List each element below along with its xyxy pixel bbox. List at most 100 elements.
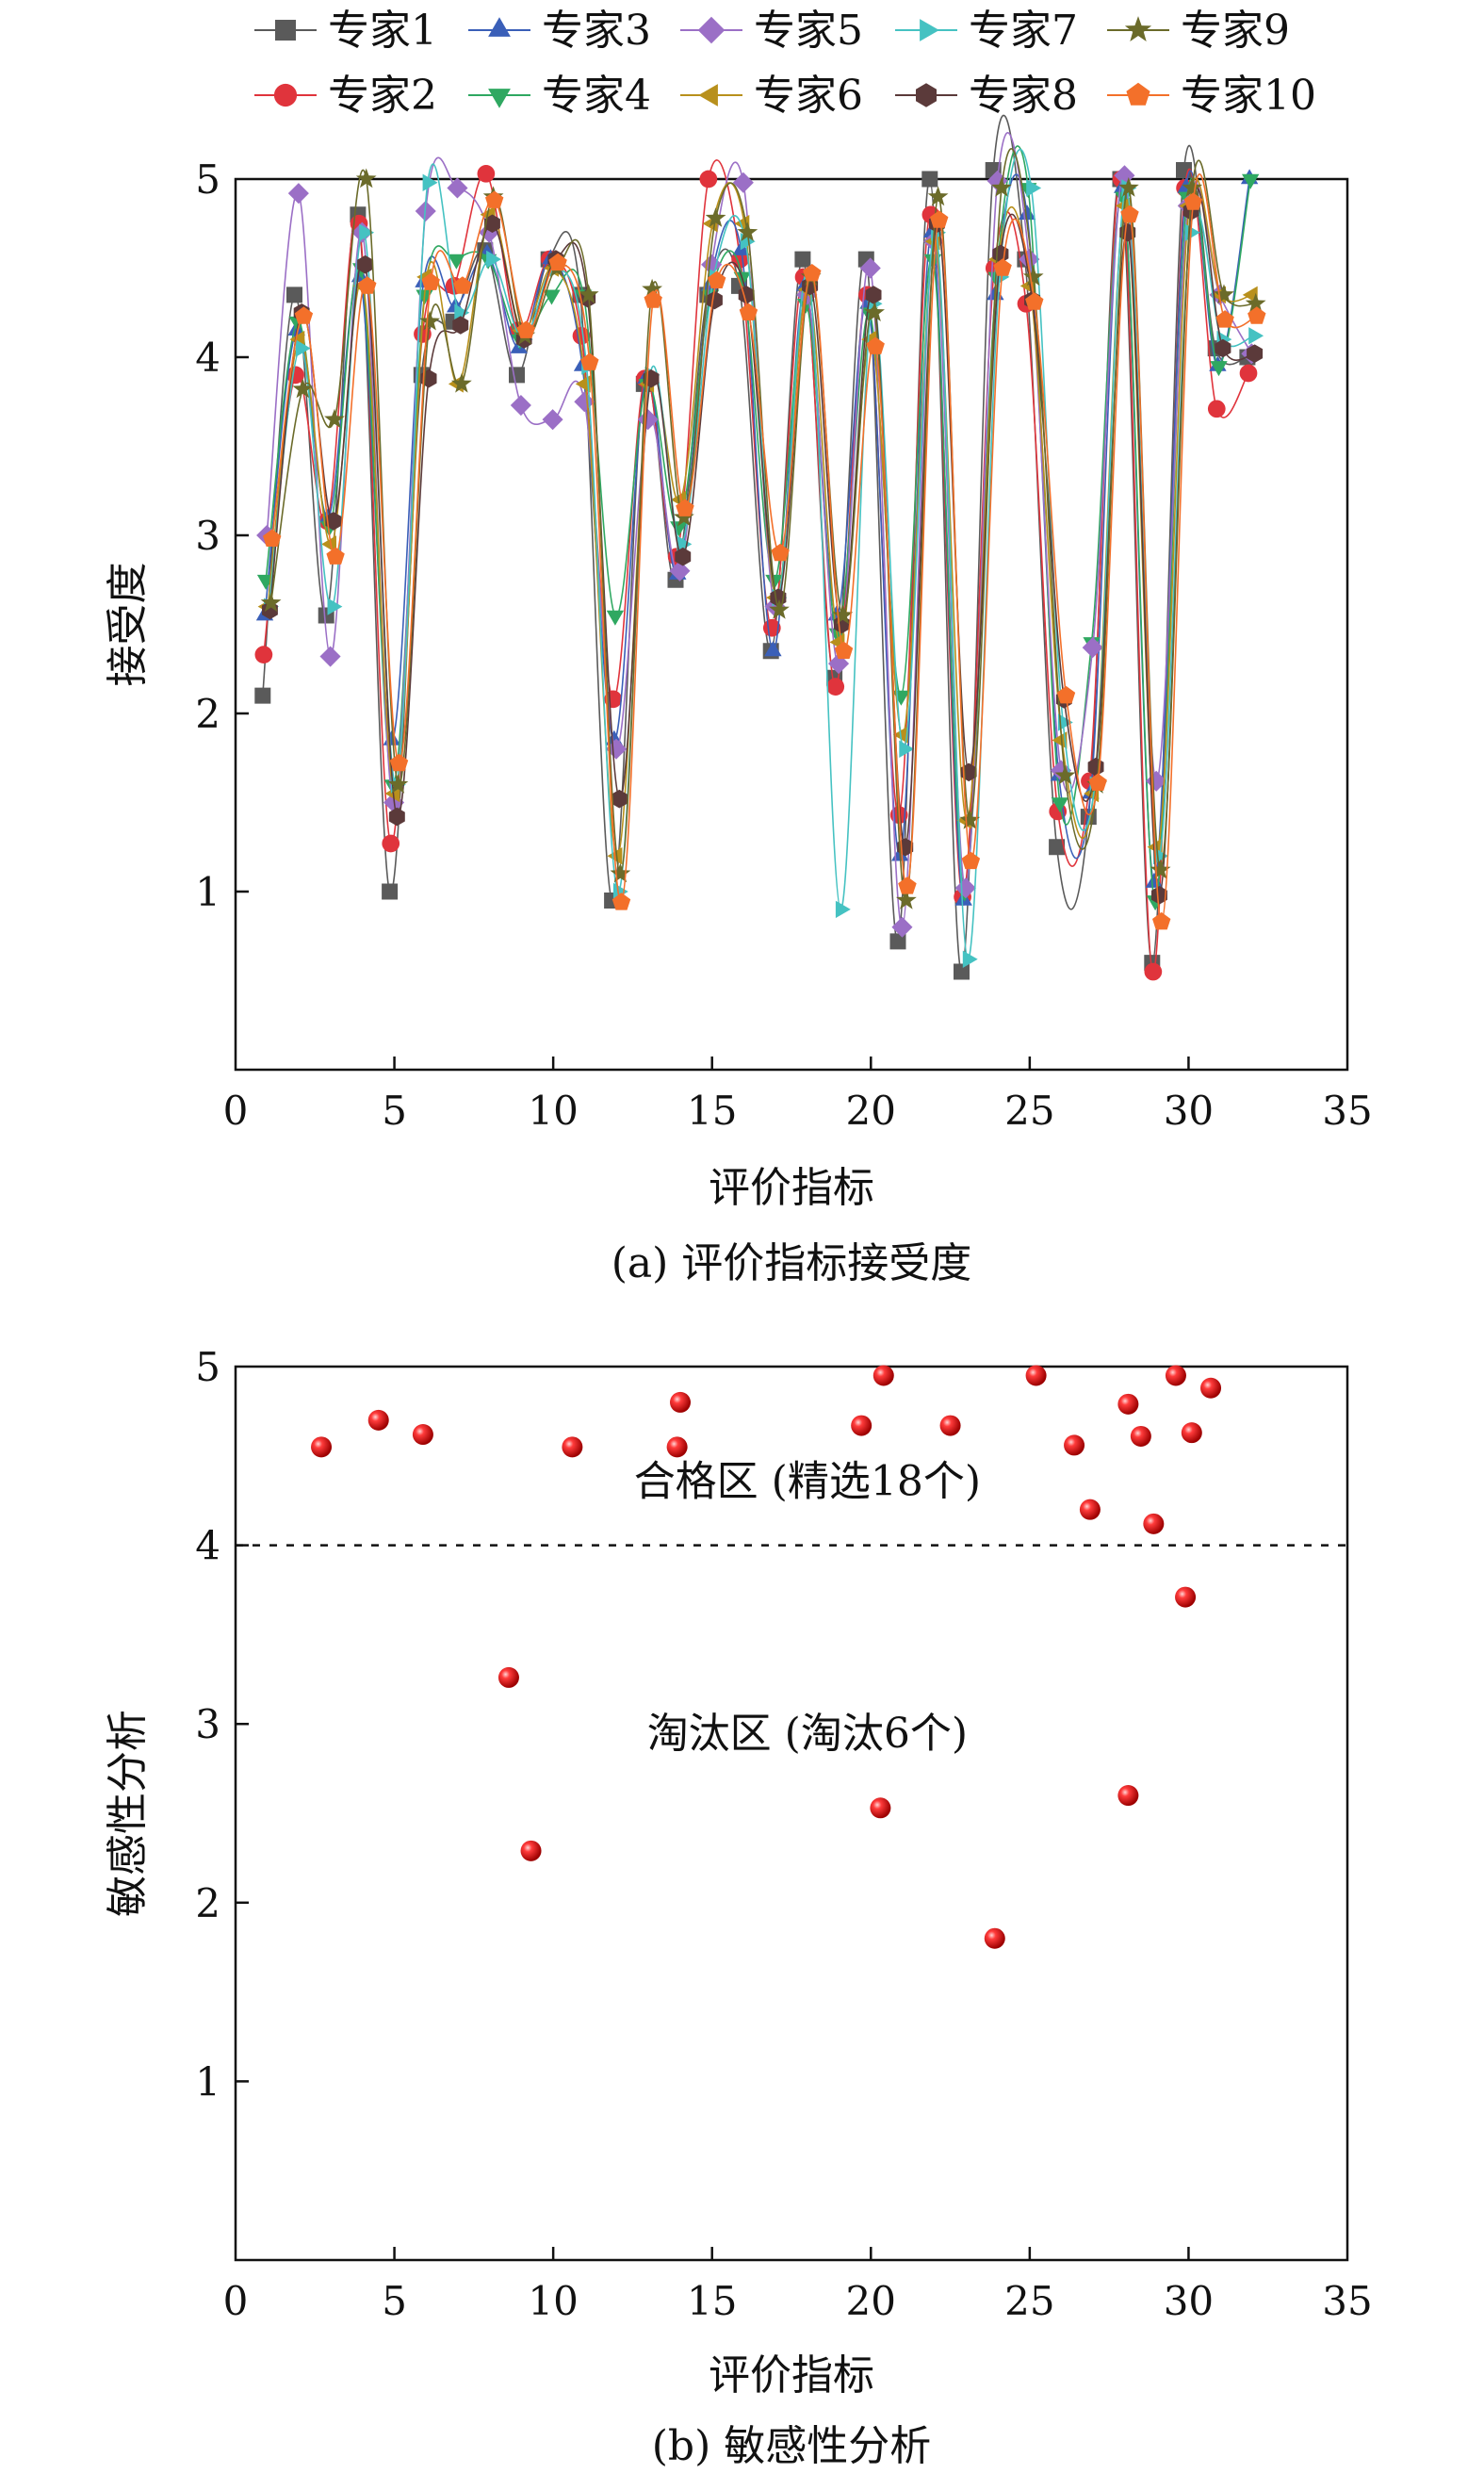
data-point [930, 210, 949, 228]
data-point [961, 851, 981, 870]
data-point [1120, 205, 1139, 223]
data-point [286, 287, 302, 303]
legend-entry: 专家6 [680, 72, 863, 120]
data-point [422, 173, 438, 191]
data-point [516, 320, 536, 338]
data-point [292, 378, 314, 399]
scatter-point [1064, 1434, 1085, 1456]
data-point [509, 367, 525, 384]
chart-a-caption: (a) 评价指标接受度 [612, 1239, 972, 1287]
chart-b-y-tick-label: 1 [195, 2058, 220, 2105]
data-point [610, 862, 631, 883]
data-point [326, 547, 345, 565]
chart-b-sensitivity: 0 5 10 15 20 25 30 35 1 2 3 4 5 合格区 (精选18个) 淘汰区 (淘汰6… [104, 1344, 1373, 2470]
data-point [447, 177, 468, 199]
legend-label: 专家1 [328, 7, 437, 55]
legend-entry: 专家1 [254, 7, 437, 55]
chart-b-y-tick-label: 4 [195, 1523, 220, 1569]
series-7 [264, 149, 1264, 968]
chart-b-x-tick-label: 15 [687, 2278, 737, 2324]
data-point [921, 171, 938, 188]
data-point [959, 809, 981, 829]
chart-a-x-tick-label: 0 [223, 1088, 249, 1134]
legend-marker [1126, 82, 1150, 106]
series-10 [263, 173, 1266, 930]
data-point [834, 641, 854, 660]
scatter-point [1165, 1365, 1186, 1386]
data-point [898, 876, 917, 894]
data-point [484, 214, 500, 233]
data-point [1026, 179, 1042, 197]
data-point [294, 306, 314, 324]
data-point [1022, 266, 1044, 287]
data-point [453, 276, 472, 294]
chart-a-x-tick-label: 25 [1004, 1088, 1054, 1134]
data-point [1117, 177, 1139, 197]
data-point [1049, 839, 1066, 856]
scatter-point [1130, 1425, 1151, 1447]
legend-entry: 专家7 [895, 7, 1078, 55]
legend-marker [916, 83, 937, 107]
data-point [1183, 192, 1203, 210]
data-point [1214, 284, 1234, 304]
data-point [954, 963, 970, 980]
legend-label: 专家6 [754, 72, 863, 120]
data-point [1245, 292, 1266, 313]
data-point [1144, 962, 1163, 981]
data-point [477, 164, 496, 183]
data-point [359, 223, 375, 241]
legend-marker [1124, 16, 1152, 41]
data-point [452, 316, 469, 335]
data-point [263, 529, 282, 547]
legend-entry: 专家9 [1107, 7, 1290, 55]
legend-entry: 专家2 [254, 72, 437, 120]
data-point [835, 900, 851, 919]
data-point [1025, 292, 1044, 310]
scatter-point [870, 1797, 891, 1819]
data-point [705, 207, 726, 227]
data-point [1082, 637, 1103, 659]
chart-b-y-tick-label: 5 [195, 1344, 220, 1390]
scatter-point [1117, 1393, 1139, 1415]
legend-marker [920, 19, 939, 41]
chart-b-points-group [311, 1365, 1222, 1949]
data-point [1054, 764, 1076, 785]
chart-a-axis-ticks: 0 5 10 15 20 25 30 35 1 2 3 4 5 [195, 156, 1372, 1134]
data-point [1088, 773, 1107, 791]
chart-a-acceptance: 0 5 10 15 20 25 30 35 1 2 3 4 5 接受度 评价指标 (a) 评价指标接受度 [104, 114, 1373, 1287]
chart-b-x-tick-label: 20 [846, 2278, 896, 2324]
chart-b-x-tick-label: 25 [1004, 2278, 1054, 2324]
chart-b-x-tick-label: 35 [1322, 2278, 1372, 2324]
legend-label: 专家5 [754, 7, 863, 55]
chart-b-x-tick-label: 5 [382, 2278, 407, 2324]
legend-entry: 专家3 [468, 7, 651, 55]
data-point [578, 284, 599, 304]
data-point [382, 834, 400, 853]
data-point [1151, 886, 1167, 905]
chart-b-x-tick-label: 30 [1164, 2278, 1214, 2324]
chart-b-y-axis-label: 敏感性分析 [104, 1710, 152, 1917]
data-point [387, 774, 409, 794]
chart-a-x-tick-label: 15 [687, 1088, 737, 1134]
data-point [287, 183, 309, 205]
data-point [260, 592, 282, 613]
data-point [927, 186, 949, 206]
scatter-point [1200, 1377, 1222, 1399]
data-point [448, 254, 465, 270]
data-point [962, 950, 978, 968]
data-point [794, 251, 811, 268]
legend-marker [698, 84, 718, 106]
data-point [612, 893, 631, 910]
series-line [270, 173, 1258, 923]
data-point [358, 276, 377, 294]
data-point [321, 535, 336, 553]
data-point [421, 272, 440, 290]
data-point [895, 890, 917, 909]
chart-a-y-axis-label: 接受度 [104, 563, 152, 687]
scatter-point [851, 1415, 872, 1436]
legend-marker [697, 16, 726, 44]
chart-b-x-tick-label: 0 [223, 2278, 249, 2324]
data-point [486, 250, 501, 269]
legend-label: 专家7 [969, 7, 1078, 55]
legend-label: 专家10 [1181, 72, 1316, 120]
